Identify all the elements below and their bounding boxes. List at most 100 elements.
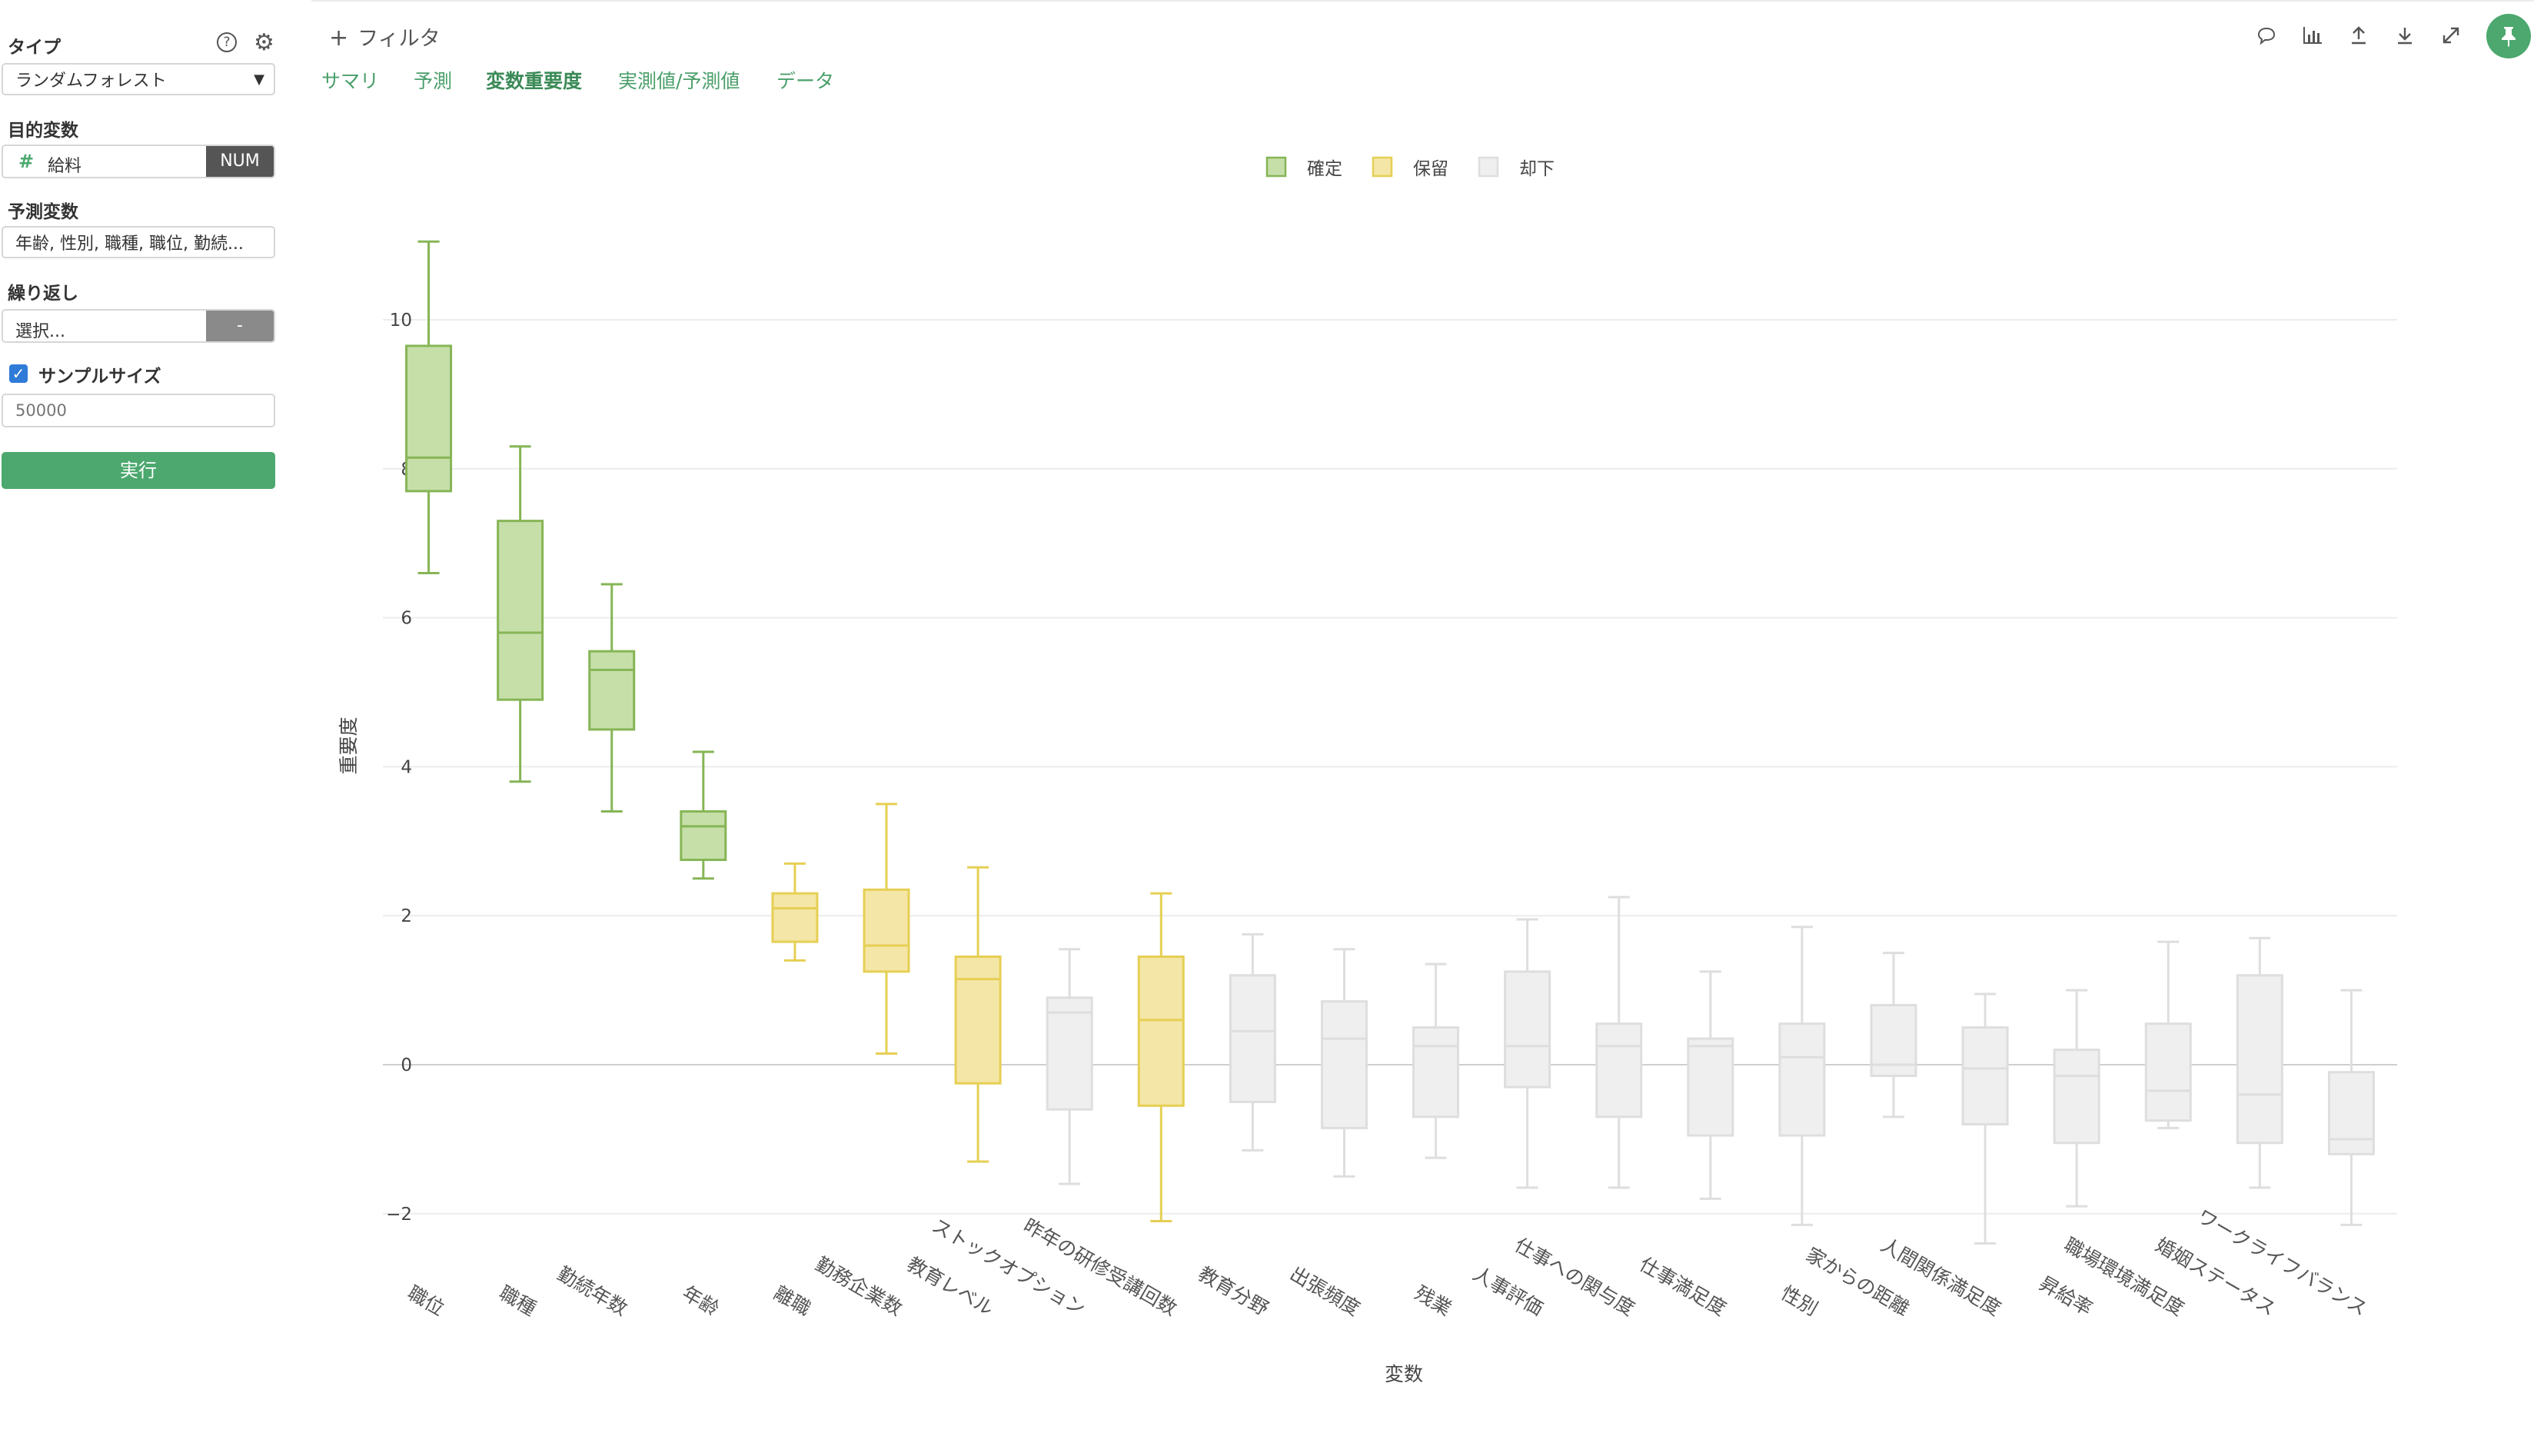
tab-actual-vs-predicted[interactable]: 実測値/予測値 xyxy=(618,70,740,92)
category-label: 離職 xyxy=(770,1281,815,1320)
comment-icon[interactable] xyxy=(2253,22,2280,49)
gear-icon[interactable]: ⚙ xyxy=(254,29,274,56)
box-body[interactable] xyxy=(1320,1000,1368,1129)
box-body[interactable] xyxy=(2144,1022,2192,1122)
box-rejected[interactable] xyxy=(2053,989,2100,1208)
category-label: 出張頻度 xyxy=(1286,1262,1364,1320)
y-tick-label: 10 xyxy=(390,311,412,331)
category-label: 残業 xyxy=(1411,1281,1455,1320)
box-rejected[interactable] xyxy=(1504,918,1551,1189)
tab-data[interactable]: データ xyxy=(776,70,835,92)
target-field[interactable]: # 給料 NUM xyxy=(2,145,275,178)
category-label: 性別 xyxy=(1777,1281,1822,1320)
y-axis-title: 重要度 xyxy=(338,716,360,774)
tab-summary[interactable]: サマリ xyxy=(321,70,380,92)
box-body[interactable] xyxy=(497,520,544,701)
chart-legend: 確定 保留 却下 xyxy=(1265,156,1555,179)
box-body[interactable] xyxy=(1504,970,1551,1089)
tab-prediction[interactable]: 予測 xyxy=(414,70,453,92)
box-rejected[interactable] xyxy=(1870,952,1917,1119)
box-body[interactable] xyxy=(588,650,636,731)
box-body[interactable] xyxy=(2327,1071,2375,1155)
category-label: 教育分野 xyxy=(1195,1262,1272,1320)
settings-sidebar: タイプ ? ⚙ ランダムフォレスト ▼ 目的変数 # 給料 NUM 予測変数 年… xyxy=(0,0,292,1456)
box-confirmed[interactable] xyxy=(497,445,544,783)
repeat-button[interactable]: - xyxy=(206,311,274,341)
category-label: 昨年の研修受講回数 xyxy=(1019,1215,1180,1321)
box-confirmed[interactable] xyxy=(680,750,727,880)
sample-label: サンプルサイズ xyxy=(38,367,161,387)
hash-icon: # xyxy=(18,151,35,172)
repeat-field-value: 選択... xyxy=(15,322,65,341)
legend-swatch-confirmed[interactable] xyxy=(1265,156,1287,178)
box-rejected[interactable] xyxy=(2327,989,2375,1226)
box-tentative[interactable] xyxy=(863,803,910,1055)
category-label: 昇給率 xyxy=(2035,1272,2096,1321)
box-body[interactable] xyxy=(1687,1037,1734,1137)
filter-label: フィルタ xyxy=(357,27,441,51)
box-rejected[interactable] xyxy=(2144,940,2192,1129)
category-label: ストックオプション xyxy=(928,1215,1089,1321)
box-body[interactable] xyxy=(1961,1026,2009,1126)
category-label: 勤続年数 xyxy=(554,1262,631,1320)
box-rejected[interactable] xyxy=(2236,936,2283,1189)
y-tick-label: 2 xyxy=(401,906,412,926)
box-body[interactable] xyxy=(1412,1026,1460,1119)
pin-icon[interactable] xyxy=(2486,14,2531,58)
sample-checkbox[interactable]: ✓ xyxy=(9,364,28,383)
type-select[interactable]: ランダムフォレスト ▼ xyxy=(2,63,275,95)
y-tick-label: 6 xyxy=(401,609,412,629)
box-body[interactable] xyxy=(1778,1022,1826,1137)
box-rejected[interactable] xyxy=(1687,970,1734,1200)
box-confirmed[interactable] xyxy=(405,240,453,574)
expand-icon[interactable] xyxy=(2437,22,2465,49)
box-body[interactable] xyxy=(1137,955,1185,1107)
predictor-label: 予測変数 xyxy=(8,202,78,222)
tab-variable-importance[interactable]: 変数重要度 xyxy=(486,70,583,92)
type-select-value: ランダムフォレスト xyxy=(15,71,167,91)
box-tentative[interactable] xyxy=(1137,892,1185,1222)
chart-icon[interactable] xyxy=(2299,22,2326,49)
sample-size-input[interactable] xyxy=(2,394,275,427)
box-body[interactable] xyxy=(954,955,1002,1085)
filter-button[interactable]: + フィルタ xyxy=(329,22,441,52)
box-body[interactable] xyxy=(405,344,453,493)
box-rejected[interactable] xyxy=(1412,962,1460,1159)
target-field-value: 給料 xyxy=(48,157,82,176)
run-button[interactable]: 実行 xyxy=(2,452,275,489)
box-rejected[interactable] xyxy=(1961,992,2009,1245)
caret-down-icon: ▼ xyxy=(254,71,264,88)
legend-swatch-rejected[interactable] xyxy=(1478,156,1499,178)
box-body[interactable] xyxy=(771,892,819,943)
repeat-label: 繰り返し xyxy=(8,284,78,304)
box-body[interactable] xyxy=(2236,974,2283,1145)
box-body[interactable] xyxy=(680,810,727,862)
box-rejected[interactable] xyxy=(1229,932,1276,1152)
target-label: 目的変数 xyxy=(8,121,78,141)
box-rejected[interactable] xyxy=(1046,948,1093,1185)
category-label: 勤務企業数 xyxy=(812,1253,906,1321)
box-body[interactable] xyxy=(1046,996,1093,1111)
top-divider xyxy=(311,0,2534,2)
category-label: 年齢 xyxy=(679,1281,723,1320)
box-rejected[interactable] xyxy=(1320,948,1368,1178)
category-label-layer: 職位 職種 勤続年数 年齢 離職勤務企業数教育レベルストックオプション昨年の研修受講回数… xyxy=(404,1205,2371,1320)
box-rejected[interactable] xyxy=(1778,926,1826,1226)
box-body[interactable] xyxy=(1595,1022,1643,1119)
legend-swatch-tentative[interactable] xyxy=(1372,156,1393,178)
help-icon[interactable]: ? xyxy=(217,32,237,52)
y-tick-label: −2 xyxy=(386,1205,412,1225)
box-body[interactable] xyxy=(2053,1049,2100,1145)
box-tentative[interactable] xyxy=(771,862,819,962)
box-rejected[interactable] xyxy=(1595,896,1643,1189)
predictor-field-value: 年齢, 性別, 職種, 職位, 勤続... xyxy=(15,234,244,254)
download-icon[interactable] xyxy=(2391,22,2419,49)
repeat-field[interactable]: 選択... - xyxy=(2,309,275,343)
box-confirmed[interactable] xyxy=(588,583,636,813)
box-tentative[interactable] xyxy=(954,866,1002,1163)
export-icon[interactable] xyxy=(2345,22,2373,49)
predictor-field[interactable]: 年齢, 性別, 職種, 職位, 勤続... xyxy=(2,226,275,258)
box-body[interactable] xyxy=(863,888,910,973)
box-body[interactable] xyxy=(1229,974,1276,1103)
